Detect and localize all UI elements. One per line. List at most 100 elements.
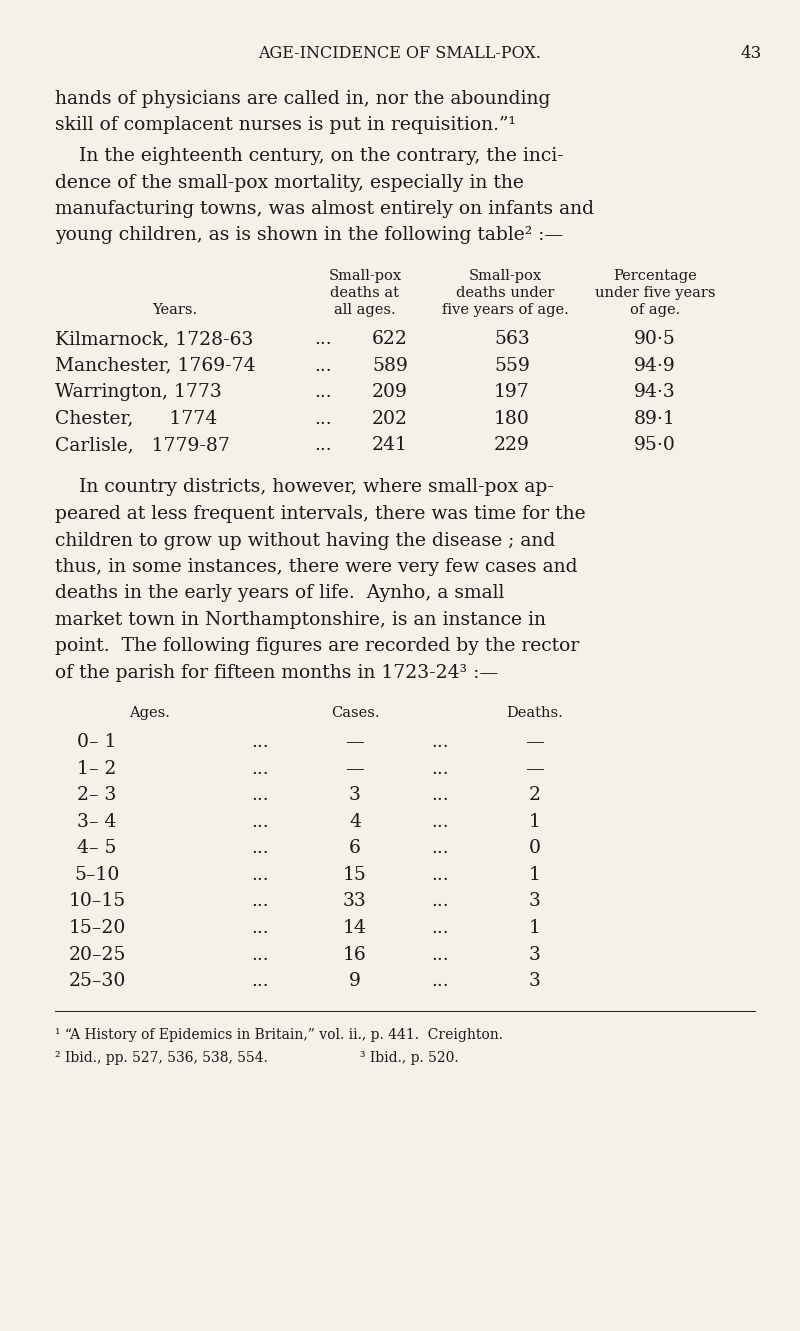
Text: manufacturing towns, was almost entirely on infants and: manufacturing towns, was almost entirely… [55,200,594,218]
Text: 2– 3: 2– 3 [78,787,117,804]
Text: 25–30: 25–30 [68,972,126,990]
Text: 9: 9 [349,972,361,990]
Text: ...: ... [431,760,449,779]
Text: 1: 1 [529,813,541,831]
Text: 6: 6 [349,840,361,857]
Text: ...: ... [431,945,449,964]
Text: Small-pox: Small-pox [329,269,402,284]
Text: 15–20: 15–20 [68,918,126,937]
Text: 14: 14 [343,918,367,937]
Text: 89·1: 89·1 [634,410,676,427]
Text: 4– 5: 4– 5 [78,840,117,857]
Text: 90·5: 90·5 [634,330,676,347]
Text: ...: ... [251,972,269,990]
Text: 622: 622 [372,330,408,347]
Text: hands of physicians are called in, nor the abounding: hands of physicians are called in, nor t… [55,91,550,108]
Text: Manchester, 1769-74: Manchester, 1769-74 [55,357,256,374]
Text: —: — [346,733,365,752]
Text: 16: 16 [343,945,367,964]
Text: 10–15: 10–15 [68,893,126,910]
Text: 0: 0 [529,840,541,857]
Text: ...: ... [431,918,449,937]
Text: ...: ... [251,918,269,937]
Text: 20–25: 20–25 [68,945,126,964]
Text: ...: ... [251,813,269,831]
Text: ¹ “A History of Epidemics in Britain,” vol. ii., p. 441.  Creighton.: ¹ “A History of Epidemics in Britain,” v… [55,1029,503,1042]
Text: ...: ... [251,840,269,857]
Text: ³ Ibid., p. 520.: ³ Ibid., p. 520. [360,1050,458,1065]
Text: of the parish for fifteen months in 1723-24³ :—: of the parish for fifteen months in 1723… [55,664,498,681]
Text: 15: 15 [343,866,367,884]
Text: 3– 4: 3– 4 [78,813,117,831]
Text: five years of age.: five years of age. [442,303,568,317]
Text: 95·0: 95·0 [634,437,676,454]
Text: ...: ... [251,760,269,779]
Text: ...: ... [314,383,332,401]
Text: Years.: Years. [153,303,198,317]
Text: 180: 180 [494,410,530,427]
Text: deaths in the early years of life.  Aynho, a small: deaths in the early years of life. Aynho… [55,584,504,603]
Text: Kilmarnock, 1728-63: Kilmarnock, 1728-63 [55,330,254,347]
Text: 1– 2: 1– 2 [78,760,117,779]
Text: Small-pox: Small-pox [469,269,542,284]
Text: 94·9: 94·9 [634,357,676,374]
Text: skill of complacent nurses is put in requisition.”¹: skill of complacent nurses is put in req… [55,117,516,134]
Text: 43: 43 [740,45,762,63]
Text: ...: ... [431,813,449,831]
Text: ...: ... [314,330,332,347]
Text: 33: 33 [343,893,367,910]
Text: 241: 241 [372,437,408,454]
Text: 3: 3 [529,972,541,990]
Text: young children, as is shown in the following table² :—: young children, as is shown in the follo… [55,226,563,245]
Text: Chester,      1774: Chester, 1774 [55,410,218,427]
Text: ² Ibid., pp. 527, 536, 538, 554.: ² Ibid., pp. 527, 536, 538, 554. [55,1050,268,1065]
Text: 0– 1: 0– 1 [78,733,117,752]
Text: ...: ... [251,787,269,804]
Text: 2: 2 [529,787,541,804]
Text: 3: 3 [529,945,541,964]
Text: —: — [346,760,365,779]
Text: Percentage: Percentage [613,269,697,284]
Text: ...: ... [251,893,269,910]
Text: ...: ... [251,945,269,964]
Text: point.  The following figures are recorded by the rector: point. The following figures are recorde… [55,638,579,655]
Text: 3: 3 [349,787,361,804]
Text: Warrington, 1773: Warrington, 1773 [55,383,222,401]
Text: ...: ... [314,437,332,454]
Text: dence of the small-pox mortality, especially in the: dence of the small-pox mortality, especi… [55,173,524,192]
Text: Ages.: Ages. [130,707,170,720]
Text: deaths under: deaths under [456,286,554,299]
Text: Carlisle,   1779-87: Carlisle, 1779-87 [55,437,230,454]
Text: 3: 3 [529,893,541,910]
Text: ...: ... [251,866,269,884]
Text: 209: 209 [372,383,408,401]
Text: 1: 1 [529,866,541,884]
Text: peared at less frequent intervals, there was time for the: peared at less frequent intervals, there… [55,504,586,523]
Text: ...: ... [314,410,332,427]
Text: ...: ... [431,866,449,884]
Text: ...: ... [251,733,269,752]
Text: AGE-INCIDENCE OF SMALL-POX.: AGE-INCIDENCE OF SMALL-POX. [258,45,542,63]
Text: market town in Northamptonshire, is an instance in: market town in Northamptonshire, is an i… [55,611,546,630]
Text: 4: 4 [349,813,361,831]
Text: Deaths.: Deaths. [506,707,563,720]
Text: all ages.: all ages. [334,303,396,317]
Text: —: — [526,760,545,779]
Text: ...: ... [431,733,449,752]
Text: 202: 202 [372,410,408,427]
Text: ...: ... [431,787,449,804]
Text: ...: ... [431,972,449,990]
Text: 589: 589 [372,357,408,374]
Text: 563: 563 [494,330,530,347]
Text: 94·3: 94·3 [634,383,676,401]
Text: 197: 197 [494,383,530,401]
Text: —: — [526,733,545,752]
Text: 1: 1 [529,918,541,937]
Text: under five years: under five years [594,286,715,299]
Text: ...: ... [314,357,332,374]
Text: 229: 229 [494,437,530,454]
Text: ...: ... [431,893,449,910]
Text: Cases.: Cases. [330,707,379,720]
Text: ...: ... [431,840,449,857]
Text: deaths at: deaths at [330,286,399,299]
